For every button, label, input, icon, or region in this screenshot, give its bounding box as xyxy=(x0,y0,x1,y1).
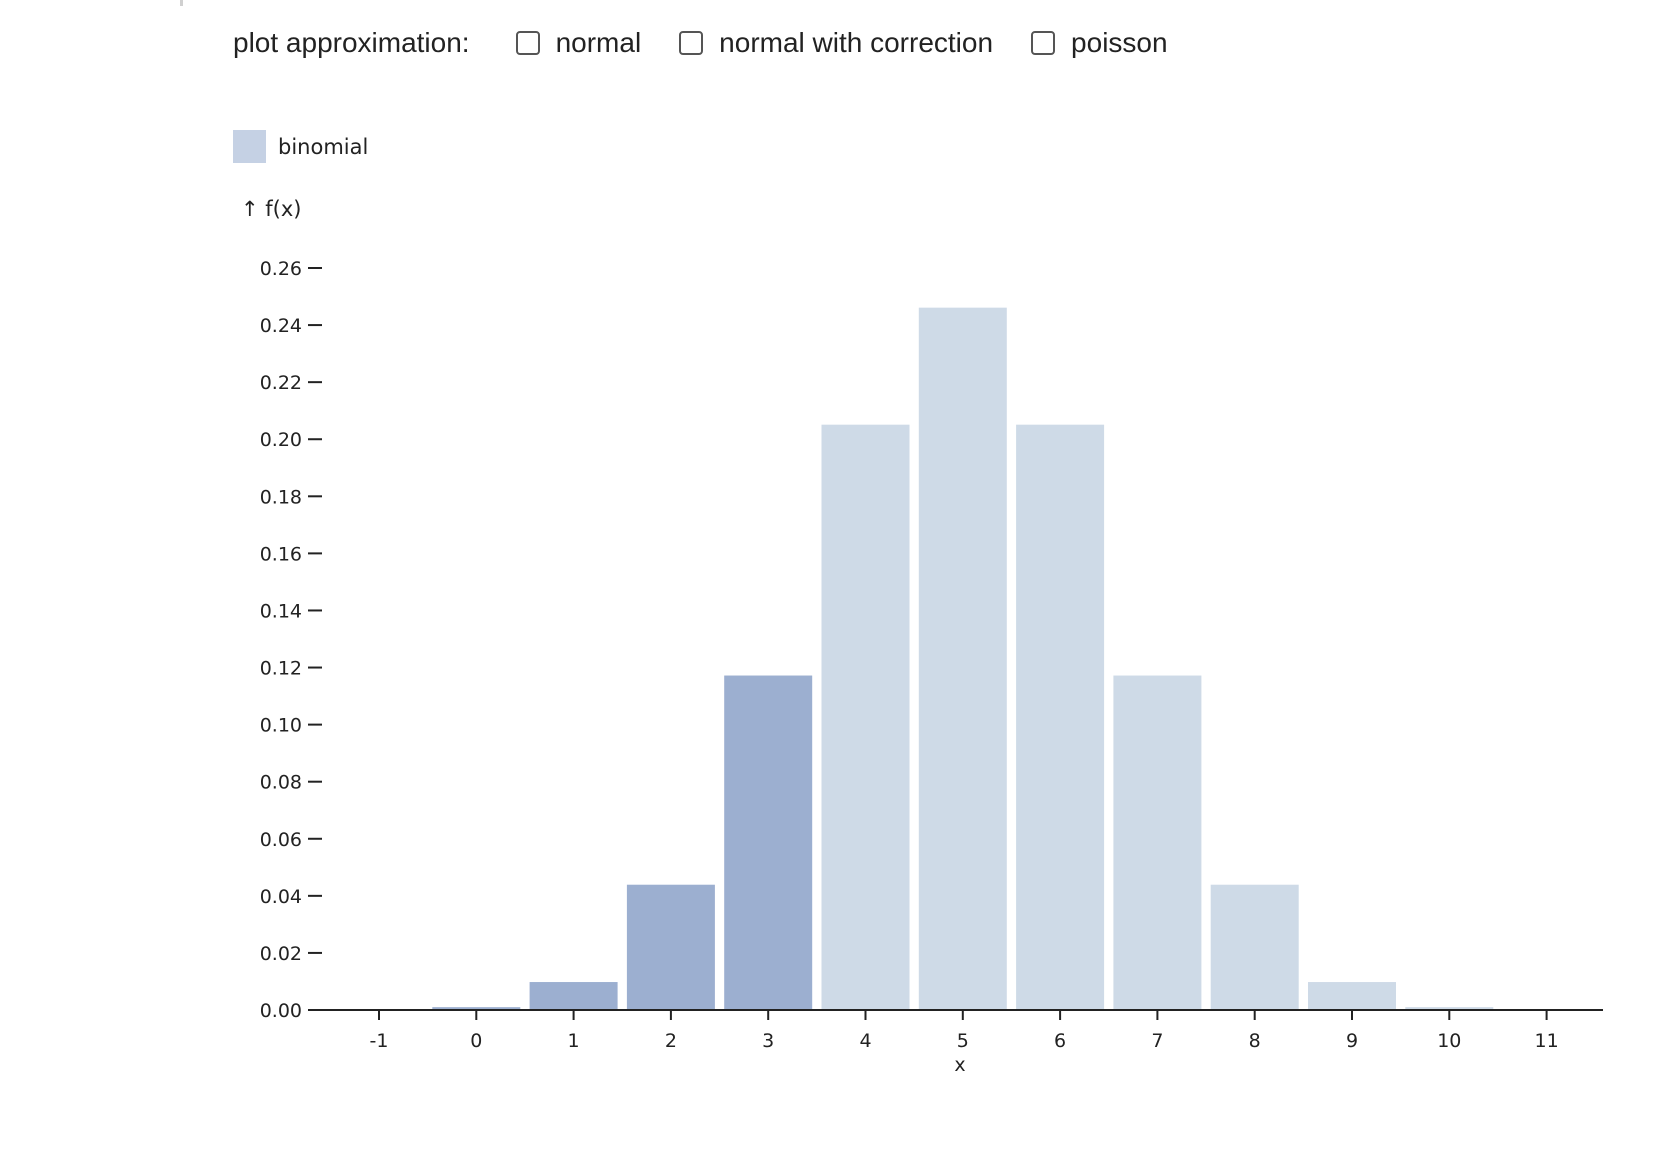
y-tick-label: 0.06 xyxy=(260,829,302,851)
poisson-option-label: poisson xyxy=(1071,27,1168,58)
corner-plus-mark xyxy=(172,0,190,6)
x-tick-label: 4 xyxy=(859,1030,871,1052)
legend-swatch-binomial xyxy=(233,130,266,163)
x-axis: -1 0 1 2 3 4 5 6 7 8 9 10 11 xyxy=(310,1009,1603,1052)
y-tick-label: 0.08 xyxy=(260,772,302,794)
normal-with-correction-option[interactable]: normal with correction xyxy=(679,27,993,59)
x-axis-label: x xyxy=(954,1054,965,1076)
y-tick-label: 0.10 xyxy=(260,715,302,737)
y-tick-label: 0.24 xyxy=(260,315,302,337)
plot-approximation-label: plot approximation: xyxy=(233,27,470,58)
x-tick-label: 8 xyxy=(1249,1030,1261,1052)
approximation-controls: plot approximation: normal normal with c… xyxy=(233,22,1206,64)
x-tick-label: 1 xyxy=(568,1030,580,1052)
poisson-option[interactable]: poisson xyxy=(1031,27,1168,59)
bar-x-10 xyxy=(1405,1007,1494,1010)
normal-with-correction-checkbox[interactable] xyxy=(679,31,704,55)
legend-label-binomial: binomial xyxy=(278,134,369,159)
bar-x-5 xyxy=(918,307,1007,1010)
normal-with-correction-option-label: normal with correction xyxy=(719,27,994,58)
x-tick-label: -1 xyxy=(370,1030,389,1052)
bar-x-6 xyxy=(1016,424,1105,1010)
bar-x-3 xyxy=(724,675,813,1010)
bar-x-8 xyxy=(1210,884,1299,1010)
bar-x-2 xyxy=(626,884,715,1010)
y-tick-label: 0.00 xyxy=(260,1000,302,1022)
x-tick-label: 10 xyxy=(1437,1030,1461,1052)
bar-x-9 xyxy=(1308,982,1396,1010)
y-tick-label: 0.04 xyxy=(260,886,302,908)
x-tick-label: 11 xyxy=(1535,1030,1559,1052)
bars-group xyxy=(432,307,1494,1010)
normal-option[interactable]: normal xyxy=(515,27,642,59)
bar-x-4 xyxy=(821,424,910,1010)
x-tick-label: 6 xyxy=(1054,1030,1066,1052)
y-tick-label: 0.16 xyxy=(260,543,302,565)
x-tick-label: 5 xyxy=(957,1030,969,1052)
normal-option-label: normal xyxy=(555,27,642,58)
y-tick-label: 0.02 xyxy=(260,943,302,965)
y-axis-label: ↑ f(x) xyxy=(241,197,301,221)
bar-x-7 xyxy=(1113,675,1202,1010)
bar-x-0 xyxy=(432,1007,521,1010)
y-tick-label: 0.26 xyxy=(260,258,302,280)
x-tick-label: 7 xyxy=(1151,1030,1163,1052)
y-tick-label: 0.20 xyxy=(260,429,302,451)
x-tick-label: 3 xyxy=(762,1030,774,1052)
x-tick-label: 9 xyxy=(1346,1030,1358,1052)
y-tick-label: 0.12 xyxy=(260,658,302,680)
chart-legend: binomial xyxy=(233,130,368,163)
y-tick-label: 0.22 xyxy=(260,372,302,394)
x-tick-label: 0 xyxy=(470,1030,482,1052)
bar-x-1 xyxy=(529,982,618,1010)
normal-checkbox[interactable] xyxy=(515,31,540,55)
x-tick-label: 2 xyxy=(665,1030,677,1052)
y-axis: 0.00 0.02 0.04 0.06 0.08 0.10 0.12 0.14 0.16 0.18… xyxy=(260,258,322,1022)
y-tick-label: 0.14 xyxy=(260,600,302,622)
poisson-checkbox[interactable] xyxy=(1031,31,1056,55)
y-tick-label: 0.18 xyxy=(260,486,302,508)
